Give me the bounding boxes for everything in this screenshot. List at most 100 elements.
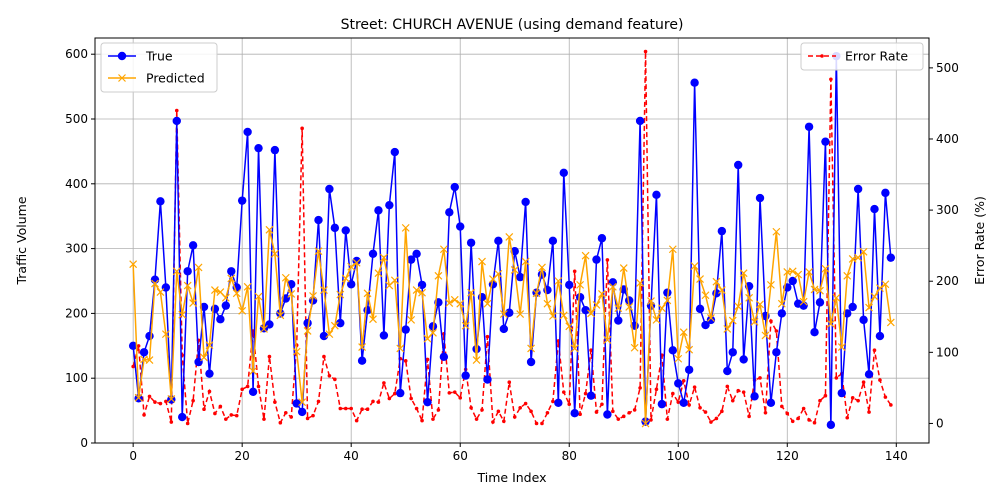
data-point: [183, 267, 192, 276]
data-point: [636, 279, 645, 287]
data-point: [625, 302, 634, 311]
series-predicted: [129, 223, 895, 428]
data-point: [881, 188, 890, 198]
y-tick-label: 200: [65, 306, 88, 320]
data-point: [300, 126, 304, 131]
data-point: [843, 271, 852, 280]
data-point: [608, 278, 618, 287]
data-point: [213, 411, 217, 416]
data-point: [309, 291, 317, 300]
data-point: [496, 409, 501, 414]
data-point: [671, 391, 675, 396]
data-point: [730, 398, 735, 403]
data-point: [821, 264, 830, 273]
data-point: [200, 353, 208, 362]
data-point: [346, 280, 356, 289]
data-point: [265, 225, 274, 234]
data-point: [818, 398, 822, 403]
data-point: [826, 420, 836, 430]
data-point: [485, 334, 490, 339]
data-point: [728, 348, 737, 357]
data-point: [529, 409, 533, 414]
y-right-tick-label: 0: [936, 416, 944, 430]
data-point: [403, 359, 408, 363]
data-point: [202, 407, 206, 412]
data-point: [565, 322, 574, 331]
data-point: [837, 388, 846, 398]
data-point: [368, 249, 378, 258]
data-point: [701, 320, 710, 330]
data-point: [714, 416, 719, 421]
data-point: [543, 299, 552, 308]
data-point: [188, 241, 198, 250]
data-point: [790, 419, 795, 424]
data-point: [314, 247, 323, 256]
data-point: [638, 386, 642, 390]
x-tick-label: 80: [562, 449, 577, 463]
data-point: [794, 270, 803, 279]
data-point: [747, 414, 751, 419]
data-point: [390, 276, 399, 285]
data-point: [298, 398, 307, 407]
data-point: [663, 296, 672, 305]
data-point: [769, 319, 773, 323]
data-point: [674, 379, 683, 388]
data-point: [540, 421, 544, 426]
data-point: [376, 400, 381, 404]
data-point: [466, 238, 476, 247]
data-point: [886, 318, 895, 327]
data-point: [469, 405, 473, 410]
data-point: [668, 346, 678, 355]
data-point: [630, 343, 639, 352]
data-point: [360, 407, 364, 412]
data-point: [494, 236, 503, 246]
data-point: [354, 418, 359, 423]
data-point: [249, 367, 258, 375]
data-point: [534, 421, 539, 426]
y-right-tick-label: 500: [936, 61, 959, 75]
legend-marker: [118, 74, 126, 82]
data-point: [431, 417, 435, 421]
data-point: [336, 318, 345, 328]
data-point: [777, 309, 787, 318]
data-point: [477, 293, 487, 302]
data-point: [583, 391, 588, 396]
x-tick-label: 140: [885, 449, 908, 463]
data-point: [649, 418, 653, 422]
data-point: [169, 420, 174, 424]
data-point: [756, 300, 764, 309]
data-point: [240, 387, 244, 392]
x-tick-label: 120: [776, 449, 799, 463]
data-point: [322, 354, 326, 359]
data-point: [393, 391, 397, 396]
bottom-axis-ticks: 0 20 40 60 80 100 120 140: [129, 443, 908, 463]
data-point: [674, 354, 683, 363]
data-point: [254, 143, 263, 153]
y-tick-label: 600: [65, 47, 88, 61]
data-point: [603, 410, 612, 419]
legend-item-true: True: [108, 49, 173, 64]
data-point: [229, 413, 234, 417]
data-point: [349, 406, 353, 411]
data-point: [788, 276, 797, 286]
data-point: [889, 403, 893, 407]
data-point: [303, 326, 312, 335]
data-point: [886, 253, 896, 262]
data-point: [801, 406, 806, 411]
data-point: [723, 366, 732, 376]
data-point: [728, 316, 737, 325]
data-point: [845, 415, 850, 420]
x-tick-label: 60: [453, 449, 468, 463]
data-point: [325, 330, 334, 339]
data-point: [178, 412, 187, 422]
data-point: [358, 343, 367, 352]
data-point: [371, 399, 375, 404]
data-point: [406, 255, 416, 264]
x-tick-label: 0: [129, 449, 137, 463]
data-point: [333, 377, 337, 382]
data-point: [174, 108, 179, 113]
data-point: [734, 160, 743, 170]
data-point: [780, 404, 784, 409]
data-point: [616, 417, 621, 421]
data-point: [232, 289, 241, 298]
